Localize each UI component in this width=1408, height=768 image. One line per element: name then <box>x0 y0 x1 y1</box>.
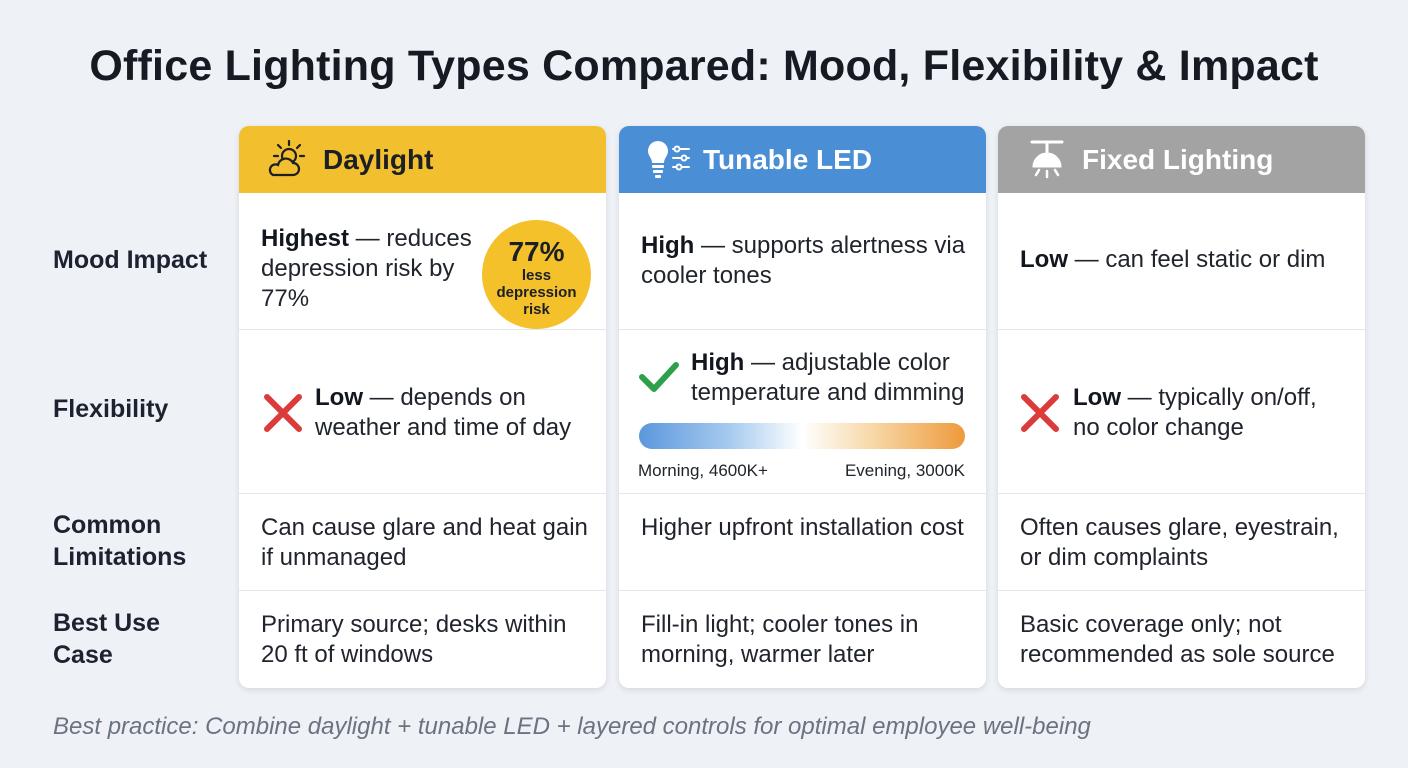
color-temperature-gradient <box>639 423 965 449</box>
cell-tunable-mood: High — supports alertness via cooler ton… <box>619 193 986 329</box>
card-title-fixed-lighting: Fixed Lighting <box>1082 143 1274 175</box>
check-mark-icon <box>639 362 679 392</box>
cell-fixed-best-use: Basic coverage only; not recommended as … <box>998 590 1365 688</box>
cell-tunable-flexibility: High — adjustable color temperature and … <box>619 329 986 493</box>
gradient-label-evening: Evening, 3000K <box>844 461 965 480</box>
text-daylight-limitations: Can cause glare and heat gain if unmanag… <box>261 514 588 571</box>
page-title: Office Lighting Types Compared: Mood, Fl… <box>89 42 1319 90</box>
card-header-daylight: Daylight <box>239 126 606 193</box>
card-header-fixed-lighting: Fixed Lighting <box>998 126 1365 193</box>
sun-cloud-icon <box>268 139 306 176</box>
x-mark-icon <box>264 394 302 432</box>
footer-note: Best practice: Combine daylight + tunabl… <box>53 713 1091 740</box>
cell-daylight-limitations: Can cause glare and heat gain if unmanag… <box>239 493 606 590</box>
badge-caption: less depression risk <box>496 267 577 318</box>
badge-value: 77% <box>508 236 565 267</box>
gradient-label-morning: Morning, 4600K+ <box>638 461 768 480</box>
text-fixed-flexibility: — typically on/off, no color change <box>1073 384 1317 441</box>
cell-fixed-mood: Low — can feel static or dim <box>998 193 1365 329</box>
rating-tunable-flexibility: High <box>691 349 745 376</box>
stat-badge: 77% less depression risk <box>482 220 591 329</box>
card-daylight: Daylight Highest — reduces depression ri… <box>239 126 606 688</box>
card-tunable-led: Tunable LED High — supports alertness vi… <box>619 126 986 688</box>
cell-daylight-best-use: Primary source; desks within 20 ft of wi… <box>239 590 606 688</box>
row-label-flexibility: Flexibility <box>53 395 169 423</box>
card-title-daylight: Daylight <box>323 143 434 175</box>
text-fixed-limitations: Often causes glare, eyestrain, or dim co… <box>1020 514 1339 571</box>
rating-daylight-mood: Highest <box>261 225 350 252</box>
text-fixed-mood: — can feel static or dim <box>1068 246 1326 273</box>
bulb-sliders-icon <box>648 140 690 178</box>
text-daylight-best-use: Primary source; desks within 20 ft of wi… <box>261 611 567 668</box>
cell-daylight-flexibility: Low — depends on weather and time of day <box>239 329 606 493</box>
cell-tunable-limitations: Higher upfront installation cost <box>619 493 986 590</box>
text-tunable-flexibility: — adjustable color temperature and dimmi… <box>691 349 965 406</box>
rating-fixed-mood: Low <box>1020 246 1068 273</box>
rating-fixed-flexibility: Low <box>1073 384 1121 411</box>
text-daylight-mood: — reduces depression risk by 77% <box>261 225 472 312</box>
rating-tunable-mood: High <box>641 232 695 259</box>
cell-tunable-best-use: Fill-in light; cooler tones in morning, … <box>619 590 986 688</box>
cell-fixed-limitations: Often causes glare, eyestrain, or dim co… <box>998 493 1365 590</box>
card-fixed-lighting: Fixed Lighting Low — can feel static or … <box>998 126 1365 688</box>
text-fixed-best-use: Basic coverage only; not recommended as … <box>1020 611 1335 668</box>
text-daylight-flexibility: — depends on weather and time of day <box>315 384 572 441</box>
row-label-mood: Mood Impact <box>53 246 208 274</box>
ceiling-lamp-icon <box>1030 140 1064 178</box>
card-header-tunable-led: Tunable LED <box>619 126 986 193</box>
rating-daylight-flexibility: Low <box>315 384 363 411</box>
text-tunable-mood: — supports alertness via cooler tones <box>641 232 966 289</box>
card-title-tunable-led: Tunable LED <box>703 143 873 175</box>
row-label-limitations: Common Limitations <box>53 511 187 571</box>
text-tunable-best-use: Fill-in light; cooler tones in morning, … <box>641 611 919 668</box>
x-mark-icon <box>1021 394 1059 432</box>
cell-fixed-flexibility: Low — typically on/off, no color change <box>998 329 1365 493</box>
row-label-best-use: Best Use Case <box>53 609 160 669</box>
text-tunable-limitations: Higher upfront installation cost <box>641 514 964 541</box>
cell-daylight-mood: Highest — reduces depression risk by 77%… <box>239 193 606 329</box>
